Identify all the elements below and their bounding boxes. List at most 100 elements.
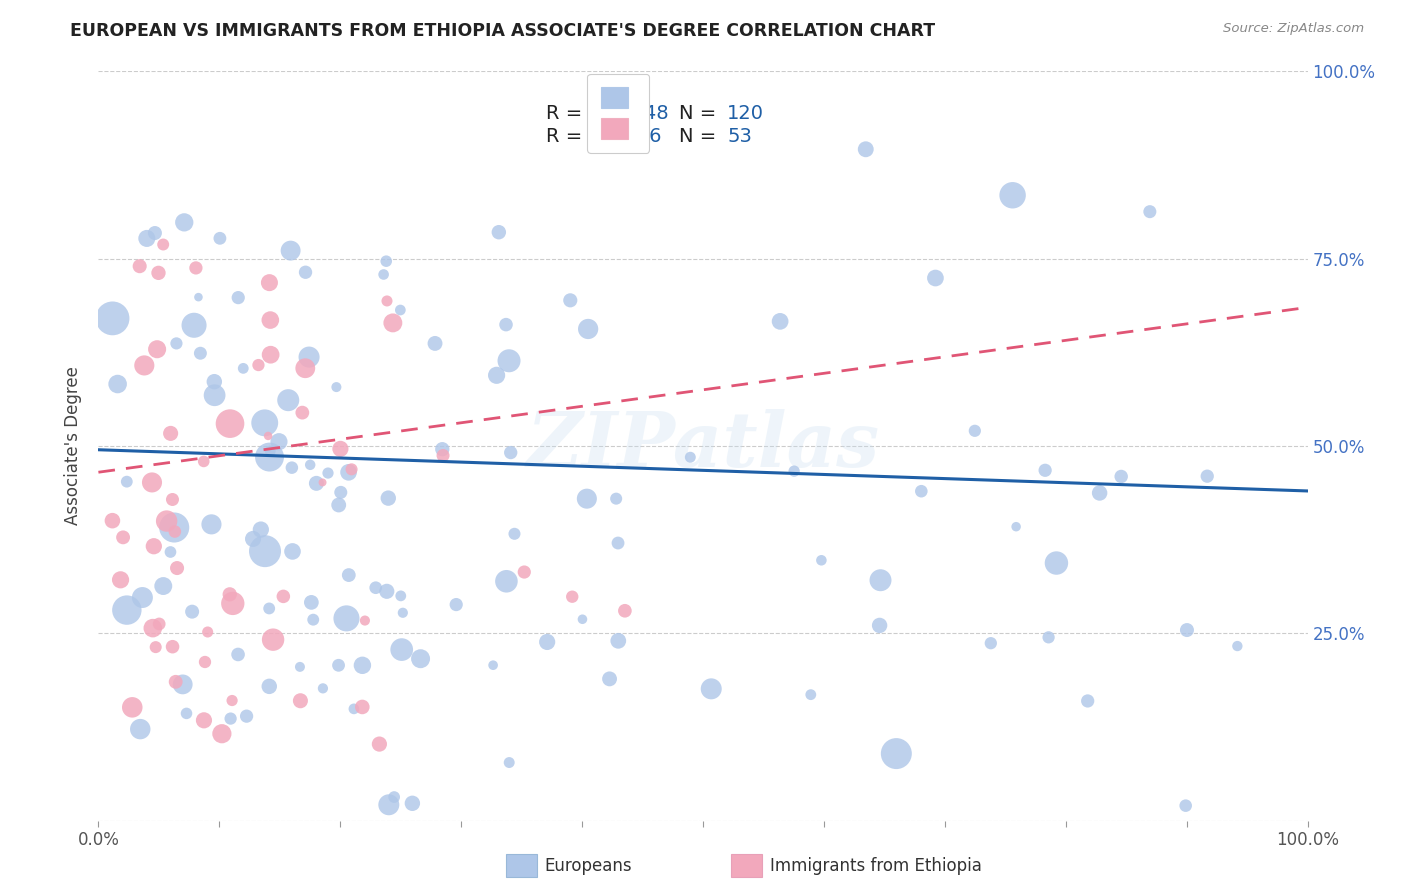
- Point: [253, 544, 276, 558]
- Point: [280, 244, 302, 258]
- Point: [294, 265, 316, 279]
- Point: [247, 358, 270, 372]
- Point: [294, 361, 316, 376]
- Point: [281, 460, 304, 475]
- Point: [115, 475, 138, 489]
- Point: [869, 573, 891, 587]
- Point: [769, 314, 792, 328]
- Point: [513, 565, 536, 579]
- Point: [202, 375, 225, 389]
- Point: [152, 237, 174, 252]
- Point: [328, 658, 350, 673]
- Point: [121, 700, 143, 714]
- Point: [1226, 639, 1249, 653]
- Point: [485, 368, 508, 383]
- Point: [375, 293, 398, 308]
- Point: [886, 747, 908, 761]
- Point: [273, 590, 295, 604]
- Text: ZIPatlas: ZIPatlas: [526, 409, 880, 483]
- Point: [110, 573, 132, 587]
- Point: [159, 426, 181, 441]
- Point: [152, 579, 174, 593]
- Point: [299, 458, 322, 472]
- Point: [145, 640, 167, 654]
- Point: [259, 679, 281, 693]
- Point: [382, 790, 405, 805]
- Point: [571, 612, 593, 626]
- Point: [495, 318, 517, 332]
- Point: [162, 640, 184, 654]
- Point: [112, 530, 135, 544]
- Point: [1033, 463, 1056, 477]
- Text: 0.076: 0.076: [606, 127, 662, 146]
- Point: [607, 536, 630, 550]
- Point: [267, 434, 290, 449]
- Point: [197, 625, 219, 640]
- Point: [101, 311, 124, 326]
- Point: [607, 633, 630, 648]
- Point: [316, 466, 339, 480]
- Legend: , : ,: [588, 73, 650, 153]
- Point: [193, 454, 215, 468]
- Point: [262, 632, 284, 647]
- Point: [172, 677, 194, 691]
- Point: [391, 642, 413, 657]
- Point: [980, 636, 1002, 650]
- Point: [855, 142, 877, 156]
- Point: [536, 635, 558, 649]
- Point: [129, 722, 152, 736]
- Point: [576, 322, 599, 336]
- Point: [257, 429, 280, 443]
- Point: [1005, 519, 1028, 533]
- Point: [337, 466, 360, 480]
- Text: Immigrants from Ethiopia: Immigrants from Ethiopia: [770, 857, 983, 875]
- Point: [1109, 469, 1132, 483]
- Point: [135, 231, 157, 245]
- Point: [190, 346, 212, 360]
- Point: [444, 598, 467, 612]
- Text: 120: 120: [727, 103, 765, 123]
- Point: [222, 596, 245, 610]
- Point: [1175, 623, 1198, 637]
- Point: [312, 681, 335, 696]
- Point: [328, 498, 350, 512]
- Point: [101, 514, 124, 528]
- Point: [364, 581, 387, 595]
- Point: [235, 709, 257, 723]
- Point: [503, 526, 526, 541]
- Point: [1139, 204, 1161, 219]
- Point: [401, 797, 423, 811]
- Point: [281, 544, 304, 558]
- Point: [291, 406, 314, 420]
- Point: [389, 303, 412, 318]
- Point: [128, 259, 150, 273]
- Point: [253, 416, 276, 430]
- Point: [290, 694, 312, 708]
- Point: [389, 589, 412, 603]
- Text: 53: 53: [727, 127, 752, 146]
- Text: EUROPEAN VS IMMIGRANTS FROM ETHIOPIA ASSOCIATE'S DEGREE CORRELATION CHART: EUROPEAN VS IMMIGRANTS FROM ETHIOPIA ASS…: [70, 22, 935, 40]
- Point: [423, 336, 446, 351]
- Point: [257, 601, 280, 615]
- Point: [187, 290, 209, 304]
- Point: [1038, 630, 1060, 644]
- Point: [498, 756, 520, 770]
- Point: [499, 445, 522, 459]
- Point: [181, 605, 204, 619]
- Point: [335, 611, 357, 625]
- Point: [599, 672, 621, 686]
- Point: [107, 377, 129, 392]
- Point: [1077, 694, 1099, 708]
- Point: [378, 797, 401, 812]
- Point: [375, 254, 398, 268]
- Point: [560, 293, 582, 308]
- Point: [311, 475, 333, 490]
- Point: [375, 584, 398, 599]
- Point: [810, 553, 832, 567]
- Point: [377, 491, 399, 505]
- Point: [184, 260, 207, 275]
- Text: N =: N =: [679, 103, 716, 123]
- Point: [156, 514, 179, 528]
- Point: [148, 616, 170, 631]
- Point: [143, 226, 166, 240]
